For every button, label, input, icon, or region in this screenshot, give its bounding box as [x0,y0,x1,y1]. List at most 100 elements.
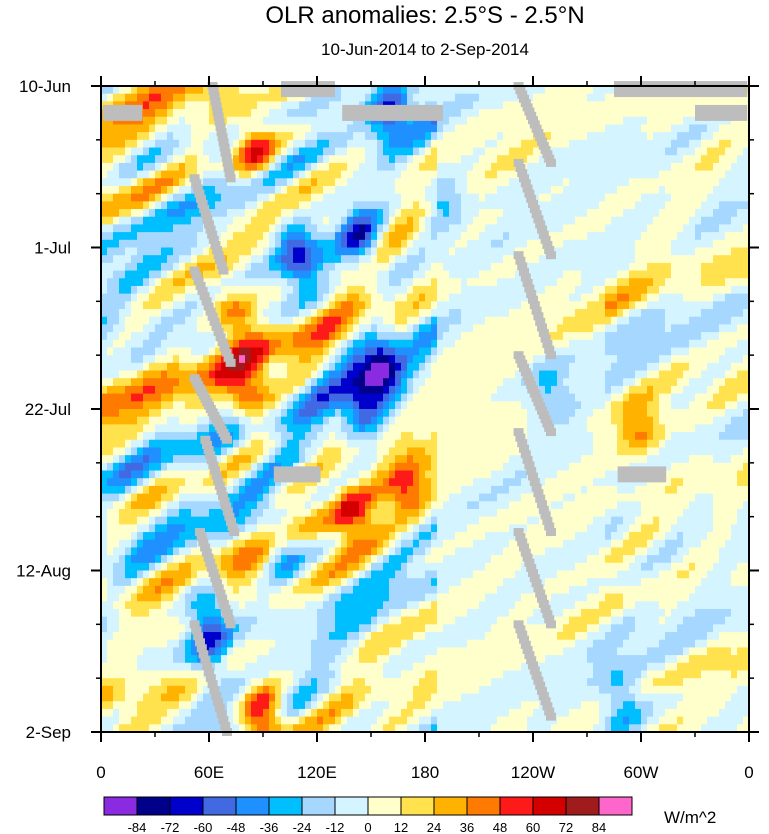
field-cell [413,339,420,349]
field-cell [197,209,204,218]
field-cell [227,332,234,341]
field-cell [635,424,642,433]
field-cell [173,316,180,325]
field-cell [431,170,438,179]
field-cell [623,416,630,425]
field-cell [467,393,474,402]
field-cell [743,155,750,164]
field-cell [593,147,600,156]
field-cell [521,324,528,333]
field-cell [359,285,366,295]
field-cell [503,309,510,318]
field-cell [167,86,174,95]
field-cell [263,293,270,302]
field-cell [251,401,258,410]
field-cell [119,285,126,295]
field-cell [719,147,726,156]
field-cell [731,347,738,356]
field-cell [479,178,486,187]
field-cell [689,355,696,364]
field-cell [197,216,204,226]
field-cell [503,370,510,379]
field-cell [659,247,666,256]
field-cell [473,185,480,195]
field-cell [593,224,600,233]
field-cell [701,155,708,164]
field-cell [329,116,336,126]
field-cell [365,316,372,325]
field-cell [395,309,402,318]
field-cell [431,347,438,356]
field-cell [707,316,714,325]
field-cell [293,139,300,149]
field-cell [503,339,510,349]
field-cell [431,132,438,141]
field-cell [719,262,726,272]
field-cell [137,178,144,187]
field-cell [473,170,480,179]
field-cell [377,124,384,133]
field-cell [671,385,678,395]
field-cell [629,362,636,372]
field-cell [647,109,654,118]
field-cell [701,178,708,187]
field-cell [503,170,510,179]
field-cell [407,224,414,233]
field-cell [149,409,156,418]
field-cell [233,401,240,410]
field-cell [305,132,312,141]
field-cell [149,278,156,287]
field-cell [479,409,486,418]
field-cell [743,324,750,333]
field-cell [437,155,444,164]
field-cell [317,101,324,110]
field-cell [563,324,570,333]
field-cell [629,339,636,349]
field-cell [725,339,732,349]
field-cell [605,332,612,341]
field-cell [737,178,744,187]
field-cell [179,216,186,226]
field-cell [623,424,630,433]
field-cell [221,193,228,202]
field-cell [383,185,390,195]
field-cell [455,93,462,102]
field-cell [149,332,156,341]
field-cell [263,347,270,356]
field-cell [161,209,168,218]
field-cell [101,370,108,379]
field-cell [599,301,606,310]
field-cell [707,232,714,241]
field-cell [173,255,180,264]
field-cell [347,232,354,241]
field-cell [359,401,366,410]
field-cell [737,270,744,279]
field-cell [245,332,252,341]
field-cell [347,93,354,102]
field-cell [641,332,648,341]
field-cell [125,93,132,102]
field-cell [215,393,222,402]
field-cell [383,347,390,356]
field-cell [737,224,744,233]
field-cell [227,93,234,102]
field-cell [377,224,384,233]
field-cell [485,109,492,118]
field-cell [323,224,330,233]
field-cell [371,124,378,133]
field-cell [449,378,456,387]
field-cell [281,162,288,172]
field-cell [695,409,702,418]
field-cell [449,139,456,149]
field-cell [611,293,618,302]
field-cell [617,278,624,287]
field-cell [191,147,198,156]
field-cell [731,324,738,333]
field-cell [509,324,516,333]
field-cell [587,132,594,141]
field-cell [275,201,282,210]
field-cell [629,293,636,302]
field-cell [491,239,498,249]
field-cell [695,155,702,164]
field-cell [407,316,414,325]
